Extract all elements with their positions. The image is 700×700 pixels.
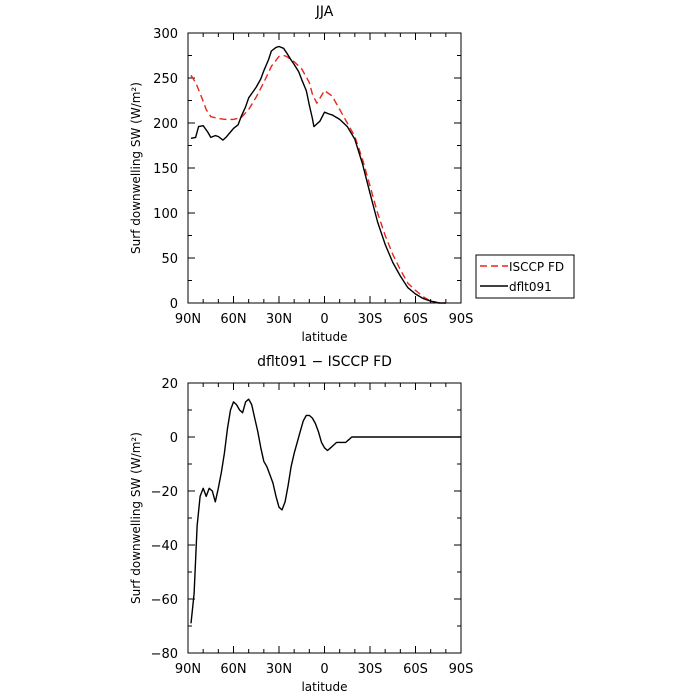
chart-panel-2: dflt091 − ISCCP FD 90N 60N 30N 0 30S 60S 90S −80… <box>129 354 473 694</box>
chart-title: JJA <box>315 4 334 20</box>
x-tick-label: 90N <box>175 662 201 677</box>
plot-frame <box>187 32 462 304</box>
x-tick-label: 0 <box>320 312 328 327</box>
chart-title: dflt091 − ISCCP FD <box>257 354 392 370</box>
y-tick-label: −80 <box>151 647 178 662</box>
x-tick-label: 60N <box>220 312 246 327</box>
x-tick-label: 0 <box>320 662 328 677</box>
y-tick-label: 0 <box>170 431 178 446</box>
x-tick-label: 60S <box>403 312 428 327</box>
legend-box <box>475 254 575 299</box>
series-line-2-1 <box>190 398 461 624</box>
legend-label: ISCCP FD <box>509 260 564 274</box>
y-tick-label: −60 <box>151 593 178 608</box>
legend: ISCCP FD dflt091 <box>475 254 575 299</box>
y-axis-label: Surf downwelling SW (W/m²) <box>129 432 143 604</box>
y-tick-label: 200 <box>153 117 178 132</box>
x-tick-label: 30N <box>266 312 292 327</box>
y-tick-label: 150 <box>153 162 178 177</box>
x-tick-label: 90N <box>175 312 201 327</box>
chart-panel-1: JJA 90N 60N 30N 0 30S 60S 90S 0 50 100 150 200 250 300… <box>129 4 575 344</box>
x-tick-label: 90S <box>449 312 474 327</box>
y-tick-label: 0 <box>170 297 178 312</box>
y-tick-label: 100 <box>153 207 178 222</box>
y-tick-label: 50 <box>161 252 178 267</box>
y-tick-label: −40 <box>151 539 178 554</box>
x-axis-label: latitude <box>301 330 347 344</box>
series-line-1-2 <box>190 45 446 304</box>
x-tick-label: 30N <box>266 662 292 677</box>
x-axis-label: latitude <box>301 680 347 694</box>
series-line-1-1 <box>190 54 446 304</box>
y-tick-label: −20 <box>151 485 178 500</box>
y-tick-label: 20 <box>161 377 178 392</box>
x-tick-label: 30S <box>358 312 383 327</box>
x-tick-label: 60N <box>220 662 246 677</box>
y-tick-label: 300 <box>153 27 178 42</box>
x-tick-label: 90S <box>449 662 474 677</box>
legend-label: dflt091 <box>509 280 552 294</box>
x-tick-label: 60S <box>403 662 428 677</box>
y-tick-label: 250 <box>153 72 178 87</box>
y-axis-label: Surf downwelling SW (W/m²) <box>129 82 143 254</box>
x-tick-label: 30S <box>358 662 383 677</box>
